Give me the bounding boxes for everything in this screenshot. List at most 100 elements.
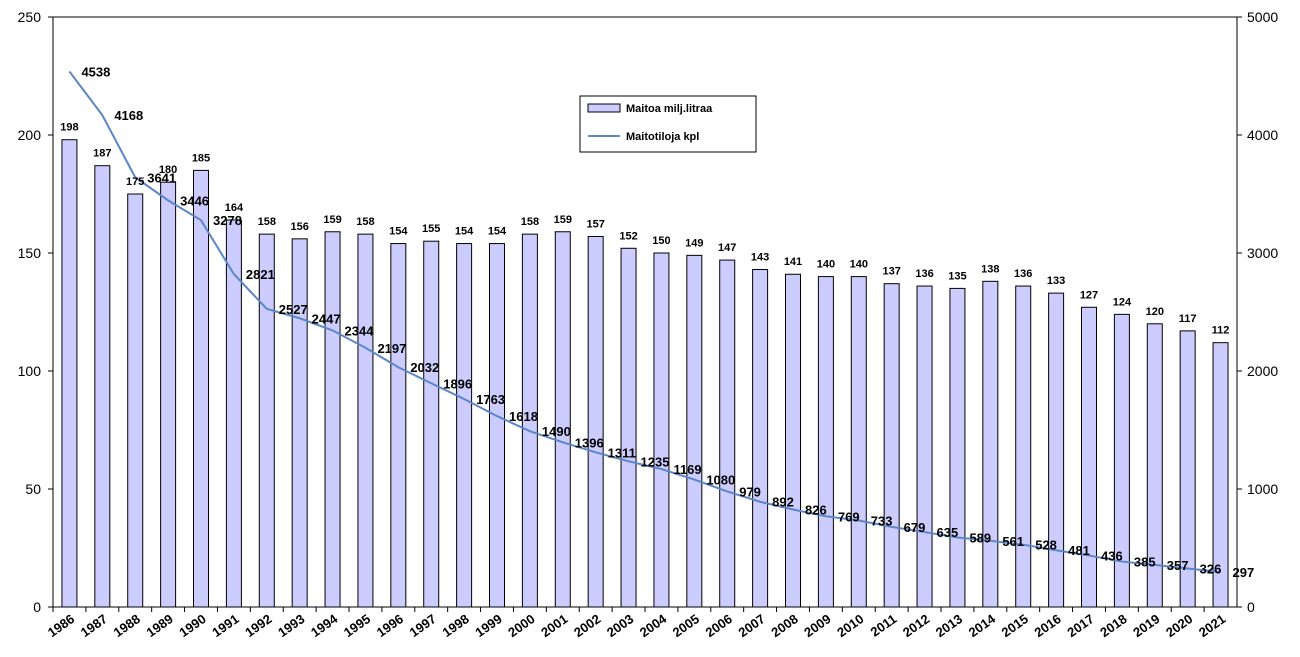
line-value-label: 1080	[706, 473, 735, 488]
bar	[719, 259, 736, 608]
x-tick-label: 2013	[933, 611, 965, 640]
line-value-label: 1896	[443, 376, 472, 391]
x-tick-label: 1998	[440, 611, 472, 640]
line-value-label: 4538	[81, 65, 110, 80]
line-value-label: 635	[937, 525, 959, 540]
line-value-label: 326	[1200, 562, 1222, 577]
x-tick-label: 2002	[571, 611, 603, 640]
bar	[324, 231, 341, 608]
bar-value-label: 154	[488, 226, 507, 238]
x-tick-label: 2010	[834, 611, 866, 640]
bar-value-label: 117	[1179, 313, 1197, 325]
bar	[127, 193, 144, 608]
line-value-label: 1311	[608, 445, 636, 460]
bar	[489, 243, 505, 608]
legend-swatch-bars	[587, 103, 621, 113]
bar	[160, 181, 177, 608]
x-tick-label: 2014	[966, 611, 999, 640]
bar	[817, 276, 834, 608]
bar-value-label: 138	[981, 263, 999, 275]
bar-value-label: 158	[521, 216, 539, 228]
x-tick-label: 2020	[1163, 611, 1195, 640]
bar	[61, 139, 78, 608]
line-value-label: 357	[1167, 558, 1189, 573]
x-tick-label: 2003	[604, 611, 636, 640]
bar	[587, 235, 604, 608]
x-tick-label: 1988	[111, 611, 143, 640]
line-value-label: 892	[772, 495, 794, 510]
bar	[883, 283, 900, 608]
line-value-label: 2527	[279, 302, 308, 317]
bar	[1081, 306, 1097, 608]
x-tick-label: 2005	[670, 611, 702, 640]
bar-value-label: 198	[60, 122, 78, 134]
legend-label-line: Maitotiloja kpl	[626, 131, 699, 143]
right-tick-label: 5000	[1247, 9, 1278, 25]
bar	[554, 231, 571, 608]
line-value-label: 3278	[213, 213, 242, 228]
x-tick-label: 1986	[45, 611, 77, 640]
bar-value-label: 158	[356, 216, 374, 228]
bar-value-label: 140	[850, 259, 868, 271]
line-value-label: 385	[1134, 555, 1156, 570]
bar	[752, 269, 769, 608]
bar-value-label: 154	[389, 226, 408, 238]
x-tick-label: 2019	[1130, 611, 1162, 640]
left-tick-label: 150	[18, 245, 42, 261]
bar-value-label: 149	[685, 237, 703, 249]
line-value-label: 561	[1002, 534, 1024, 549]
x-tick-label: 2011	[868, 611, 900, 639]
bar	[225, 219, 242, 608]
line-value-label: 1396	[575, 435, 604, 450]
line-value-label: 2197	[377, 341, 406, 356]
bars-layer	[61, 139, 1229, 608]
bar-value-label: 141	[784, 256, 802, 268]
bar-value-label: 112	[1212, 325, 1230, 337]
bar-value-label: 154	[455, 226, 474, 238]
x-tick-label: 1997	[407, 611, 439, 640]
bar	[521, 233, 538, 608]
x-tick-label: 1993	[275, 611, 307, 640]
bar-value-label: 137	[882, 266, 900, 278]
x-tick-label: 2004	[637, 611, 670, 640]
bar	[193, 169, 209, 608]
x-tick-label: 2012	[900, 611, 932, 640]
line-value-label: 679	[904, 520, 926, 535]
line-value-label: 2344	[345, 323, 375, 338]
x-tick-label: 1995	[341, 611, 373, 640]
x-tick-label: 1990	[176, 611, 208, 640]
bar	[291, 238, 308, 608]
x-tick-label: 2000	[505, 611, 537, 640]
line-value-label: 4168	[114, 108, 143, 123]
line-value-label: 2032	[410, 360, 439, 375]
bar	[390, 243, 407, 608]
bar-value-label: 159	[554, 214, 572, 226]
bar-value-label: 136	[1014, 268, 1032, 280]
bar-value-label: 140	[817, 259, 835, 271]
bar	[1048, 292, 1065, 608]
line-value-label: 297	[1233, 565, 1255, 580]
line-value-label: 3446	[180, 193, 209, 208]
bar	[423, 240, 440, 608]
bar	[94, 165, 111, 608]
bar	[1146, 323, 1163, 608]
bar	[1212, 342, 1229, 608]
x-tick-label: 2015	[999, 611, 1031, 640]
x-tick-label: 2006	[703, 611, 735, 640]
x-tick-label: 2009	[801, 611, 833, 640]
bar-value-label: 180	[159, 164, 177, 176]
line-layer	[68, 70, 1221, 573]
left-tick-label: 250	[18, 9, 42, 25]
right-tick-label: 4000	[1247, 127, 1278, 143]
x-tick-label: 1987	[78, 611, 110, 640]
bar-value-label: 157	[586, 218, 604, 230]
bar-value-label: 120	[1146, 306, 1164, 318]
bar-value-label: 187	[93, 148, 111, 160]
bar-value-label: 133	[1047, 275, 1065, 287]
bar-value-label: 175	[126, 176, 144, 188]
x-tick-label: 2018	[1097, 611, 1129, 640]
bar	[357, 233, 374, 608]
bar-value-label: 185	[192, 152, 210, 164]
line-value-label: 1618	[509, 409, 538, 424]
